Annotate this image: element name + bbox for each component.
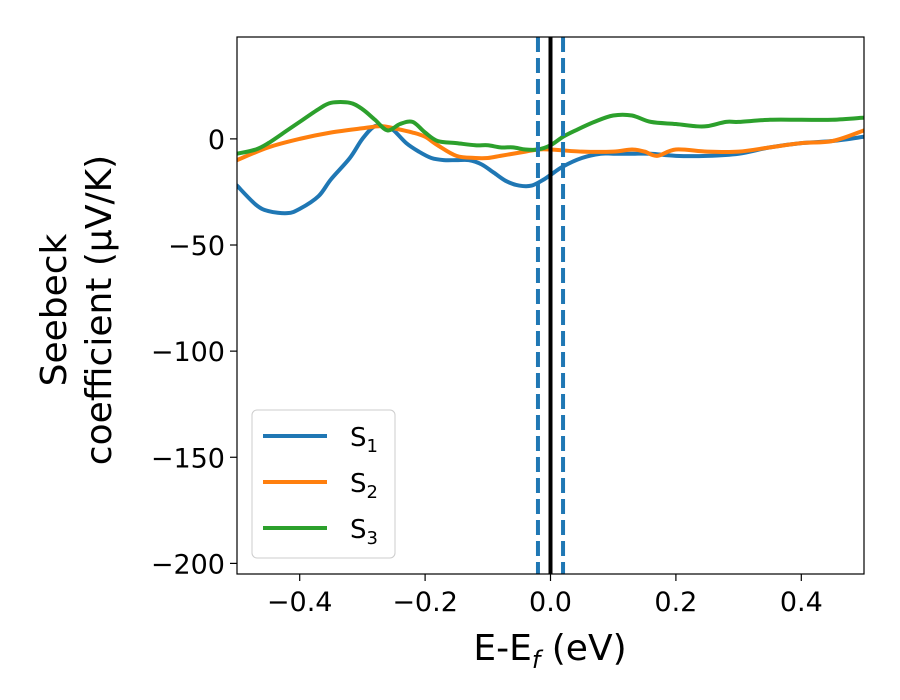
x-axis-ticks: −0.4 −0.2 0.0 0.2 0.4	[267, 574, 823, 618]
x-tick-label: −0.4	[267, 587, 333, 618]
y-tick-label: 0	[208, 125, 225, 156]
x-tick-label: −0.2	[392, 587, 458, 618]
y-tick-label: −150	[151, 443, 225, 474]
series-line-s3	[237, 100, 864, 156]
y-tick-label: −50	[168, 231, 225, 262]
y-tick-label: −100	[151, 337, 225, 368]
x-tick-label: 0.4	[780, 587, 823, 618]
legend-label-s1: S1	[350, 423, 378, 457]
legend-label-s3: S3	[350, 515, 378, 549]
legend: S1 S2 S3	[251, 409, 396, 559]
x-tick-label: 0.0	[529, 587, 572, 618]
legend-label-s2: S2	[350, 469, 378, 503]
legend-subscript-s1: 1	[367, 436, 378, 457]
series-line-s1	[237, 123, 864, 216]
x-axis-label: E-Ef (eV)	[473, 628, 626, 674]
x-axis-label-unit: (eV)	[540, 628, 626, 669]
legend-subscript-s2: 2	[367, 482, 378, 503]
y-axis-ticks: 0 −50 −100 −150 −200	[151, 125, 237, 580]
y-axis-label-line2: coefficient (μV/K)	[79, 155, 120, 465]
x-tick-label: 0.2	[654, 587, 697, 618]
y-axis-label-line1: Seebeck	[34, 233, 75, 386]
y-tick-label: −200	[151, 549, 225, 580]
legend-subscript-s3: 3	[367, 528, 378, 549]
plot-area	[237, 37, 864, 574]
